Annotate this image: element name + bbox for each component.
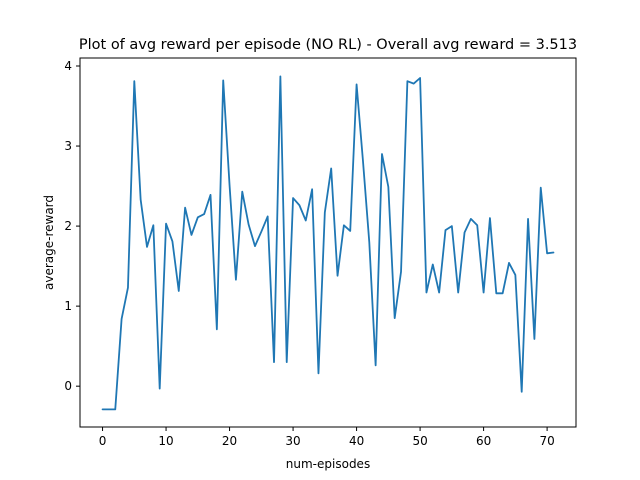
y-tick-label: 2 xyxy=(64,219,72,233)
x-tick-label: 30 xyxy=(285,434,300,448)
x-tick-label: 20 xyxy=(222,434,237,448)
ticks-layer: 0 10 20 30 40 50 60 70 0 1 2 3 4 xyxy=(64,59,554,448)
x-axis-label: num-episodes xyxy=(286,457,370,471)
y-tick-label: 1 xyxy=(64,299,72,313)
x-tick-label: 60 xyxy=(476,434,491,448)
x-tick-label: 0 xyxy=(99,434,107,448)
x-tick-label: 40 xyxy=(349,434,364,448)
plot-frame xyxy=(79,57,577,428)
y-axis-label: average-reward xyxy=(42,195,56,290)
y-tick-label: 0 xyxy=(64,379,72,393)
x-tick-label: 70 xyxy=(539,434,554,448)
y-tick-label: 4 xyxy=(64,59,72,73)
x-tick-label: 50 xyxy=(412,434,427,448)
x-tick-label: 10 xyxy=(158,434,173,448)
y-tick-label: 3 xyxy=(64,139,72,153)
series-line xyxy=(101,75,555,411)
chart-title: Plot of avg reward per episode (NO RL) -… xyxy=(79,37,577,53)
